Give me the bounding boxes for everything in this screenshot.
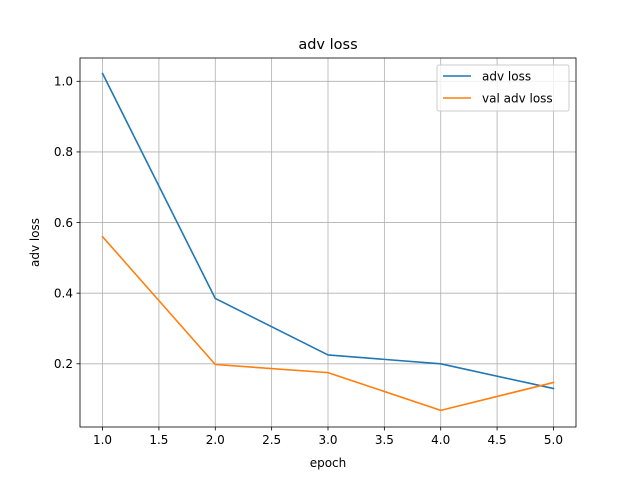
x-tick-label: 4.0 <box>431 433 450 447</box>
y-tick-label: 1.0 <box>54 75 73 89</box>
x-tick-label: 3.0 <box>318 433 337 447</box>
x-tick-label: 3.5 <box>375 433 394 447</box>
y-axis-label: adv loss <box>28 218 42 267</box>
chart-title: adv loss <box>298 37 357 53</box>
x-tick-label: 1.0 <box>93 433 112 447</box>
x-tick-label: 5.0 <box>544 433 563 447</box>
series-line-1 <box>101 235 555 412</box>
x-axis-ticks: 1.0 1.5 2.0 2.5 3.0 3.5 4.0 4.5 5.0 <box>93 427 563 447</box>
legend-label-1: val adv loss <box>482 91 553 105</box>
y-tick-label: 0.8 <box>54 145 73 159</box>
series-lines <box>101 72 555 412</box>
legend: adv loss val adv loss <box>436 64 570 112</box>
series-line-0 <box>101 72 555 390</box>
y-tick-label: 0.6 <box>54 216 73 230</box>
y-axis-ticks: 0.2 0.4 0.6 0.8 1.0 <box>54 75 80 371</box>
x-axis-label: epoch <box>310 456 347 470</box>
x-tick-label: 2.5 <box>262 433 281 447</box>
y-tick-label: 0.2 <box>54 357 73 371</box>
legend-label-0: adv loss <box>482 69 531 83</box>
grid <box>80 58 576 427</box>
x-tick-label: 2.0 <box>206 433 225 447</box>
y-tick-label: 0.4 <box>54 286 73 300</box>
x-tick-label: 1.5 <box>149 433 168 447</box>
x-tick-label: 4.5 <box>488 433 507 447</box>
